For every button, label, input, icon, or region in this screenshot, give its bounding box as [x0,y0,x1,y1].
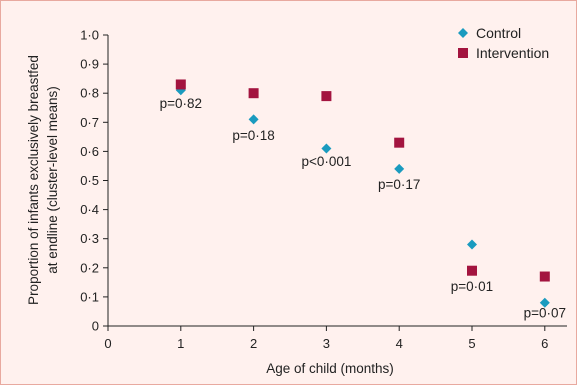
y-tick-label: 1·0 [80,28,99,43]
y-tick-label: 0·4 [80,202,99,217]
control-point [467,239,477,250]
y-tick-label: 0·6 [80,144,99,159]
legend: Control Intervention [458,25,549,61]
y-axis-title-line-1: Proportion of infants exclusively breast… [26,55,41,305]
y-tick-label: 0·1 [80,289,99,304]
p-value-label: p=0·17 [378,177,420,192]
y-tick-label: 0·8 [80,86,99,101]
intervention-point [248,88,259,99]
legend-item-control: Control [458,25,521,41]
x-tick-label: 0 [104,336,111,351]
data-points [175,79,550,308]
legend-diamond-marker-icon [458,28,468,38]
y-axis-title-line-2: at endline (cluster-level means) [45,86,60,274]
p-value-labels: p=0·82 p=0·18 p<0·001 p=0·17 p=0·01 p=0·07 [160,96,566,321]
x-axis-title: Age of child (months) [266,361,394,376]
y-tick-label: 0·2 [80,260,99,275]
intervention-point [467,265,477,276]
y-tick-label: 0·9 [80,57,99,72]
y-tick-label: 0·7 [80,115,99,130]
x-tick-label: 3 [323,336,330,351]
x-tick-label: 5 [468,336,475,351]
control-point [321,143,332,154]
x-axis-ticks: 0 1 2 3 4 5 6 [104,326,548,351]
p-value-label: p=0·18 [232,128,274,143]
y-tick-label: 0·3 [80,231,99,246]
control-point [248,114,259,125]
legend-item-intervention: Intervention [458,45,549,61]
control-point [394,163,405,174]
p-value-label: p<0·001 [301,154,351,169]
p-value-label: p=0·82 [160,96,202,111]
legend-square-marker-icon [458,48,468,58]
p-value-label: p=0·07 [524,305,566,320]
intervention-point [539,271,550,282]
x-tick-label: 4 [396,336,403,351]
intervention-point [175,79,186,90]
x-tick-label: 6 [541,336,548,351]
legend-label-intervention: Intervention [476,45,549,61]
intervention-point [394,137,405,148]
legend-label-control: Control [476,25,521,41]
control-point [539,297,550,308]
p-value-label: p=0·01 [451,279,493,294]
x-tick-label: 2 [250,336,257,351]
intervention-point [321,91,332,102]
y-axis-ticks: 0 0·1 0·2 0·3 0·4 0·5 0·6 0·7 0·8 0·9 1·0 [80,28,108,334]
y-tick-label: 0·5 [80,173,99,188]
y-tick-label: 0 [92,319,99,334]
x-tick-label: 1 [177,336,184,351]
